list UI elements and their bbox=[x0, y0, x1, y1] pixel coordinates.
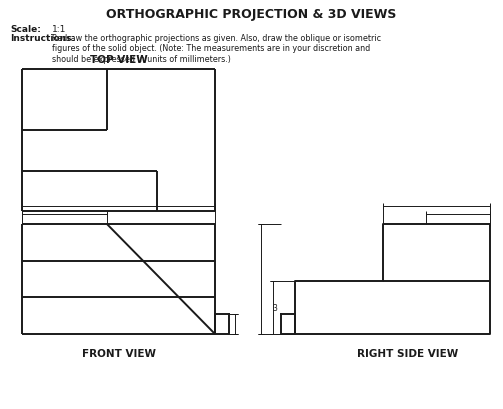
Text: Redraw the orthographic projections as given. Also, draw the oblique or isometri: Redraw the orthographic projections as g… bbox=[52, 34, 381, 64]
Text: TOP VIEW: TOP VIEW bbox=[90, 55, 147, 65]
Text: 3: 3 bbox=[272, 303, 277, 312]
Text: ORTHOGRAPHIC PROJECTION & 3D VIEWS: ORTHOGRAPHIC PROJECTION & 3D VIEWS bbox=[106, 8, 396, 21]
Text: Instructions:: Instructions: bbox=[10, 34, 75, 43]
Text: 1:1: 1:1 bbox=[52, 25, 66, 34]
Text: Scale:: Scale: bbox=[10, 25, 41, 34]
Text: RIGHT SIDE VIEW: RIGHT SIDE VIEW bbox=[357, 348, 458, 358]
Text: FRONT VIEW: FRONT VIEW bbox=[81, 348, 155, 358]
